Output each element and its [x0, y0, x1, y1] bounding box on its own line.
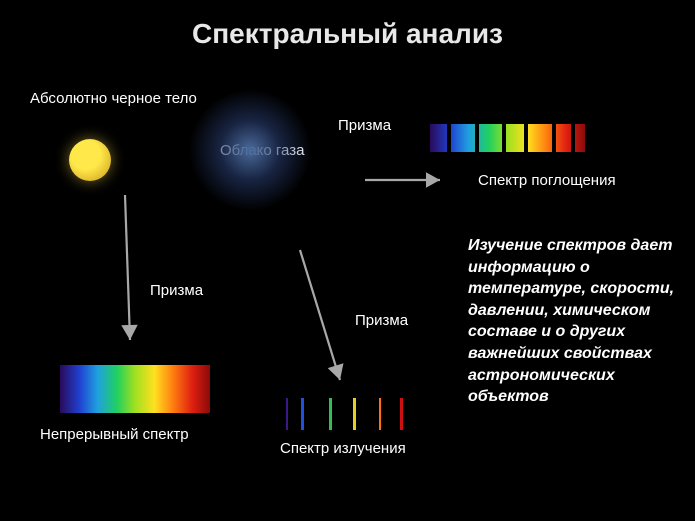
label-prism-left: Призма [150, 282, 203, 299]
label-absorption-spectrum: Спектр поглощения [478, 172, 616, 189]
star-graphic [69, 139, 111, 181]
label-emission-spectrum: Спектр излучения [280, 440, 406, 457]
absorption-spectrum-graphic [430, 124, 585, 152]
page-title: Спектральный анализ [192, 18, 503, 50]
label-prism-bottom: Призма [355, 312, 408, 329]
description-text: Изучение спектров дает информацию о темп… [468, 235, 678, 408]
label-prism-top: Призма [338, 117, 391, 134]
continuous-spectrum-graphic [60, 365, 210, 413]
gas-cloud-graphic [190, 90, 310, 210]
emission-spectrum-graphic [268, 398, 423, 430]
label-continuous-spectrum: Непрерывный спектр [40, 426, 189, 443]
label-blackbody: Абсолютно черное тело [30, 90, 197, 107]
